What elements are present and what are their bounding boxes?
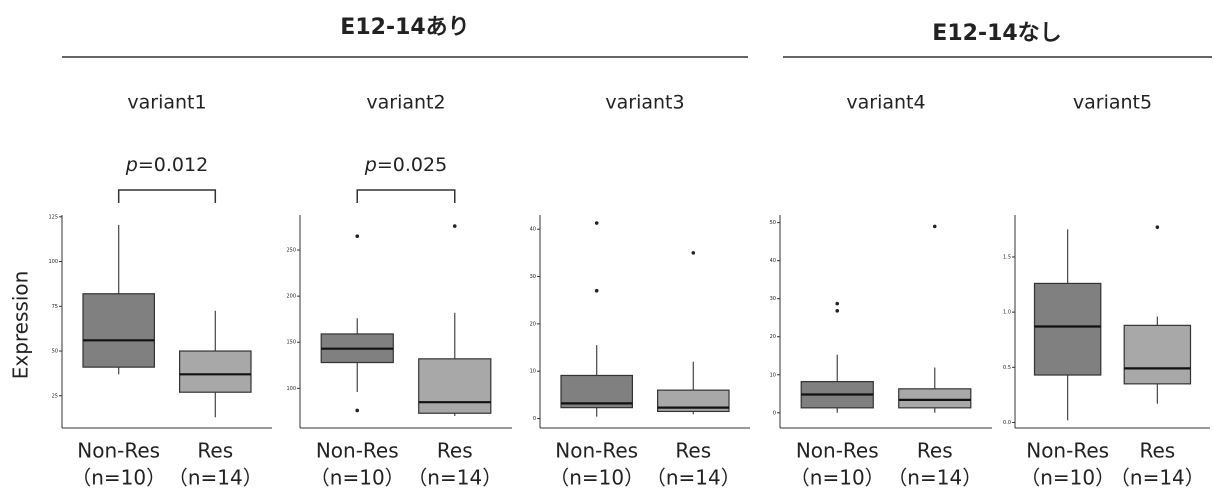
outlier (355, 408, 360, 413)
p-value: =0.025 (377, 154, 447, 176)
y-tick-label: 250 (286, 248, 296, 254)
x-tick-label: Non-Res (1026, 439, 1109, 463)
y-tick-label: 0.0 (1003, 420, 1011, 426)
outlier (932, 224, 937, 229)
y-tick-label: 200 (286, 294, 296, 300)
y-tick-label: 0.5 (1003, 365, 1011, 371)
x-tick-label: Non-Res (316, 439, 399, 463)
p-symbol: p (364, 154, 377, 176)
box (1123, 324, 1192, 385)
x-tick-label: Res (675, 439, 711, 463)
x-tick-label: Res (437, 439, 473, 463)
outlier (355, 234, 360, 239)
y-tick-label: 1.5 (1003, 254, 1011, 260)
n-label: （n=14） (1110, 466, 1205, 490)
y-tick-label: 100 (286, 386, 296, 392)
n-label: （n=10） (790, 466, 885, 490)
x-tick-label: Res (197, 439, 233, 463)
outlier (835, 301, 840, 306)
n-label: （n=14） (407, 466, 502, 490)
box (418, 358, 492, 414)
panel-title: variant3 (605, 92, 684, 114)
outlier (594, 288, 599, 293)
y-tick-label: 125 (48, 214, 58, 220)
n-label: （n=10） (1020, 466, 1115, 490)
panel-title: variant5 (1073, 92, 1152, 114)
n-label: （n=14） (887, 466, 982, 490)
outlier (594, 221, 599, 225)
panel-title: variant2 (366, 92, 445, 114)
x-tick-label: Non-Res (796, 439, 879, 463)
y-tick-label: 1.0 (1003, 310, 1011, 316)
bracket (117, 189, 217, 203)
y-tick-label: 20 (770, 334, 776, 340)
y-tick-label: 100 (48, 259, 58, 265)
y-tick-label: 10 (770, 372, 776, 378)
y-tick-label: 30 (530, 274, 536, 280)
y-tick-label: 50 (52, 349, 58, 355)
y-tick-label: 0 (773, 410, 776, 416)
panel-title: variant4 (846, 92, 925, 114)
n-label: （n=10） (310, 466, 405, 490)
annotation: p=0.025 (364, 154, 447, 176)
x-tick-label: Res (917, 439, 953, 463)
annotation: p=0.012 (125, 154, 208, 176)
box (560, 374, 634, 409)
p-symbol: p (125, 154, 138, 176)
outlier (835, 309, 840, 313)
outlier (691, 251, 696, 255)
n-label: （n=14） (646, 466, 741, 490)
n-label: （n=14） (168, 466, 263, 490)
y-axis-label: Expression (9, 271, 33, 380)
y-tick-label: 50 (770, 220, 776, 226)
y-tick-label: 150 (286, 340, 296, 346)
group-title: E12-14あり (340, 15, 469, 40)
p-value: =0.012 (138, 154, 208, 176)
y-tick-label: 25 (52, 393, 58, 399)
panel-title: variant1 (127, 92, 206, 114)
box (82, 293, 156, 368)
y-tick-label: 40 (530, 227, 536, 233)
y-tick-label: 20 (530, 321, 536, 327)
box (656, 389, 730, 413)
x-tick-label: Non-Res (555, 439, 638, 463)
box (1033, 282, 1102, 376)
group-title: E12-14なし (932, 21, 1061, 46)
bracket (356, 189, 456, 203)
x-tick-label: Non-Res (77, 439, 160, 463)
n-label: （n=10） (71, 466, 166, 490)
y-tick-label: 0 (533, 416, 536, 422)
x-tick-label: Res (1139, 439, 1175, 463)
outlier (1155, 225, 1160, 229)
box (898, 388, 972, 409)
outlier (452, 224, 457, 228)
box (179, 350, 252, 393)
y-tick-label: 40 (770, 258, 776, 264)
y-tick-label: 10 (530, 369, 536, 375)
n-label: （n=10） (549, 466, 644, 490)
y-tick-label: 75 (52, 304, 58, 310)
y-tick-label: 30 (770, 296, 776, 302)
